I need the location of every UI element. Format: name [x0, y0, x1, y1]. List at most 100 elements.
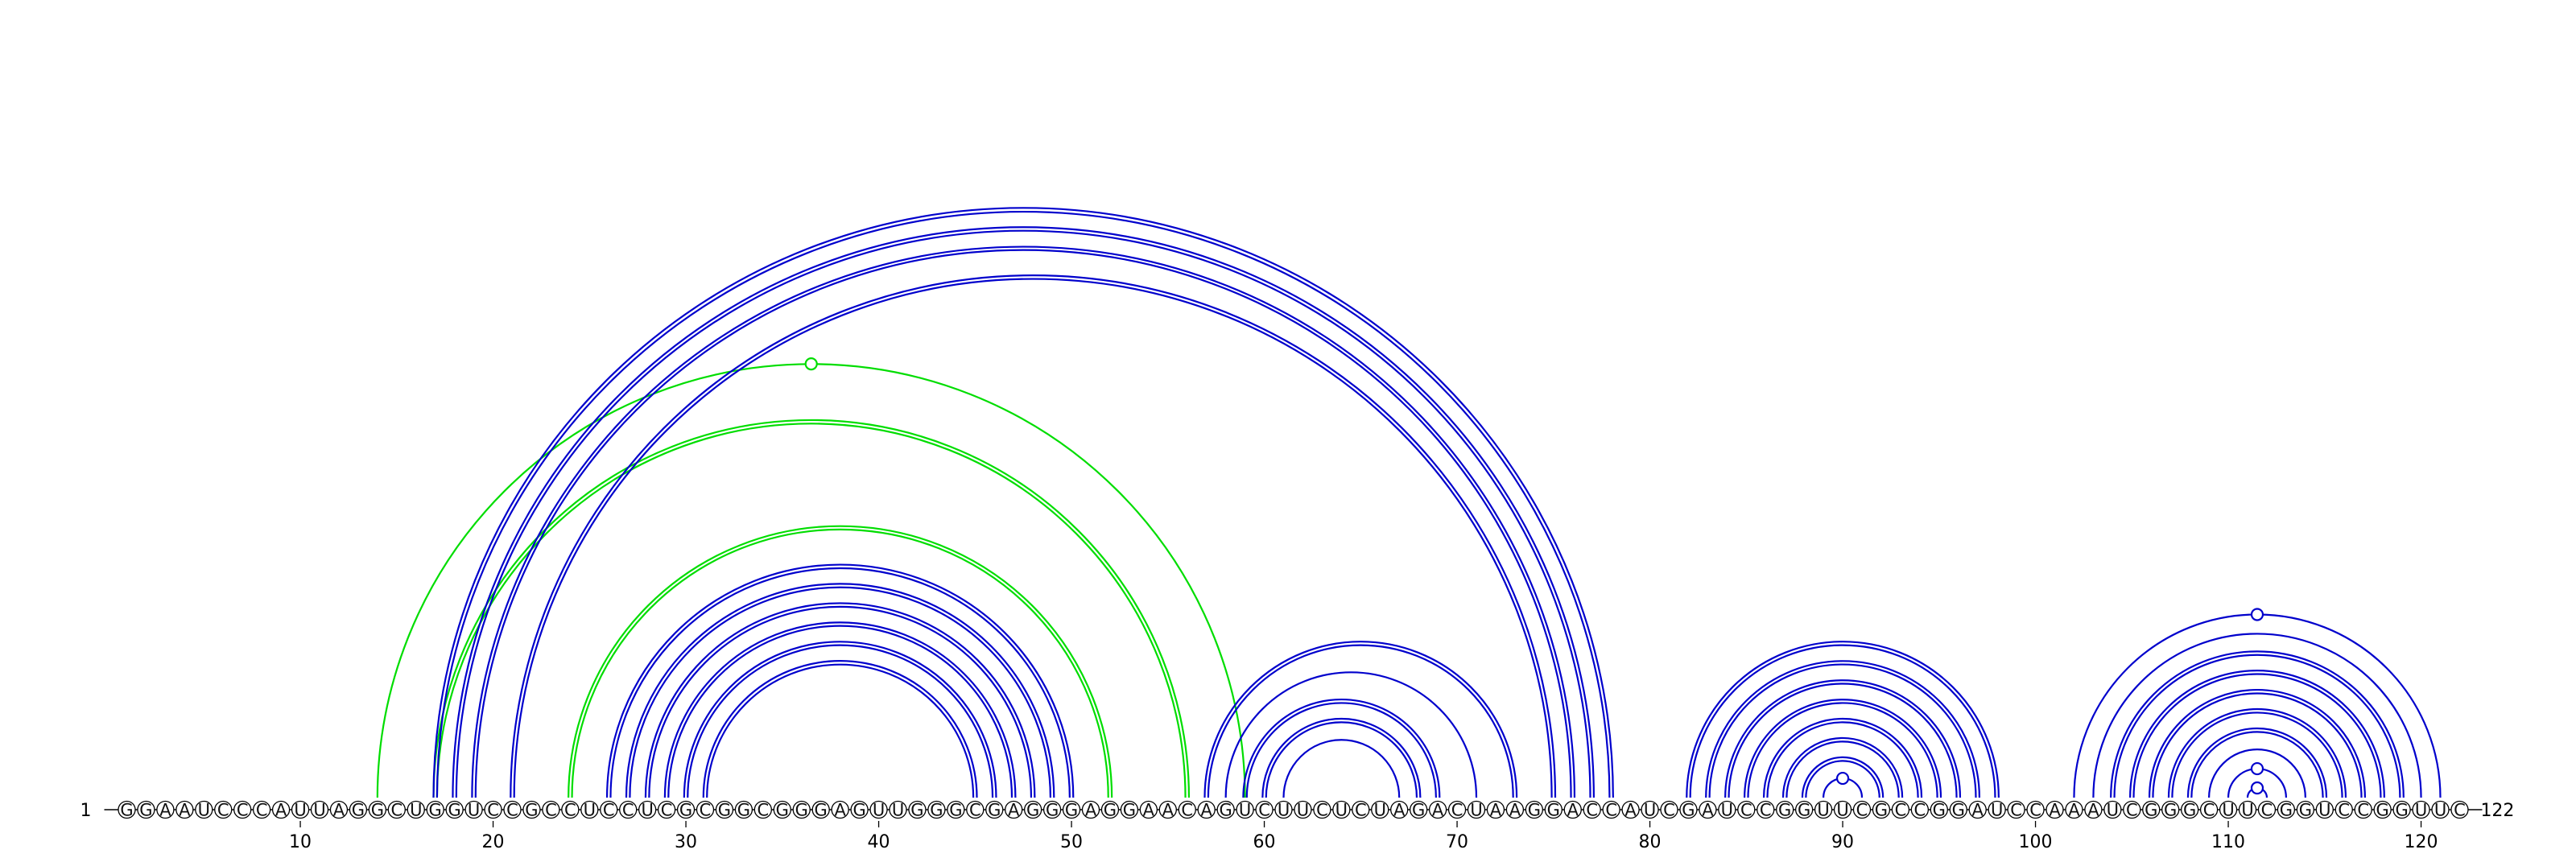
arc-105-118 [2129, 670, 2385, 798]
nucleotide-29: C [657, 801, 676, 820]
nucleotide-56: C [1178, 801, 1196, 820]
svg-text:U: U [1470, 801, 1482, 820]
svg-text:A: A [2068, 801, 2080, 820]
nucleotide-100: C [2026, 801, 2045, 820]
svg-text:G: G [525, 801, 538, 820]
svg-text:A: A [1490, 801, 1502, 820]
svg-text:G: G [1123, 801, 1136, 820]
svg-text:C: C [1856, 801, 1868, 820]
arc-84-96 [1724, 679, 1962, 798]
svg-text:G: G [737, 801, 750, 820]
svg-text:C: C [217, 801, 229, 820]
svg-text:U: U [2318, 801, 2330, 820]
axis-tick-label: 110 [2211, 832, 2245, 852]
svg-text:G: G [448, 801, 461, 820]
nucleotide-96: G [1949, 801, 1967, 820]
svg-text:C: C [256, 801, 268, 820]
svg-text:C: C [487, 801, 499, 820]
nucleotide-80: U [1641, 801, 1659, 820]
arc-14-59 [376, 363, 1246, 798]
svg-text:U: U [2107, 801, 2119, 820]
svg-text:A: A [1702, 801, 1714, 820]
arc-apex-marker [1835, 771, 1850, 786]
nucleotide-5: U [195, 801, 213, 820]
svg-text:A: A [1393, 801, 1406, 820]
nucleotide-61: U [1274, 801, 1293, 820]
nucleotide-57: A [1197, 801, 1216, 820]
nucleotide-90: U [1833, 801, 1852, 820]
axis-tick-label: 90 [1831, 832, 1854, 852]
nucleotide-51: A [1081, 801, 1100, 820]
nucleotide-20: C [484, 801, 502, 820]
arc-26-50 [605, 563, 1075, 798]
nucleotide-77: C [1583, 801, 1601, 820]
nucleotide-24: C [561, 801, 580, 820]
nucleotide-39: G [850, 801, 869, 820]
arc-86-94 [1762, 717, 1923, 798]
nucleotide-35: G [773, 801, 791, 820]
svg-text:G: G [1682, 801, 1695, 820]
nucleotide-9: A [271, 801, 291, 820]
nucleotide-89: U [1814, 801, 1833, 820]
svg-text:A: A [1085, 801, 1097, 820]
nucleotide-25: U [580, 801, 599, 820]
svg-text:C: C [237, 801, 249, 820]
nucleotide-117: C [2354, 801, 2372, 820]
arc-19-76 [471, 245, 1576, 798]
svg-text:C: C [2357, 801, 2369, 820]
svg-text:U: U [2241, 801, 2253, 820]
nucleotide-94: C [1910, 801, 1930, 820]
svg-text:G: G [1778, 801, 1791, 820]
svg-text:G: G [1875, 801, 1888, 820]
svg-text:U: U [294, 801, 306, 820]
svg-text:C: C [700, 801, 712, 820]
svg-text:U: U [892, 801, 904, 820]
nucleotide-4: A [175, 801, 194, 820]
arc-30-46 [683, 641, 997, 798]
nucleotide-65: C [1352, 801, 1370, 820]
svg-text:C: C [1181, 801, 1193, 820]
svg-text:U: U [1644, 801, 1656, 820]
svg-text:G: G [120, 801, 133, 820]
nucleotide-33: G [734, 801, 753, 820]
arc-27-49 [625, 583, 1055, 798]
nucleotide-70: C [1447, 801, 1467, 820]
svg-text:C: C [969, 801, 981, 820]
nucleotide-106: G [2142, 801, 2161, 820]
svg-text:C: C [1663, 801, 1675, 820]
svg-text:U: U [1721, 801, 1733, 820]
svg-text:A: A [1624, 801, 1637, 820]
arc-88-92 [1801, 756, 1885, 798]
svg-text:C: C [661, 801, 673, 820]
svg-text:G: G [429, 801, 442, 820]
nucleotide-79: A [1621, 801, 1640, 820]
svg-text:A: A [1008, 801, 1020, 820]
nucleotide-115: U [2315, 801, 2334, 820]
arc-60-68 [1261, 717, 1422, 798]
nucleotide-62: U [1294, 801, 1312, 820]
svg-text:C: C [390, 801, 402, 820]
nucleotide-68: G [1410, 801, 1428, 820]
svg-text:G: G [815, 801, 828, 820]
nucleotide-118: G [2373, 801, 2392, 820]
svg-text:U: U [2434, 801, 2446, 820]
nucleotide-28: U [638, 801, 657, 820]
nucleotide-11: U [310, 801, 329, 820]
svg-text:C: C [2454, 801, 2466, 820]
axis-tick-label: 50 [1060, 832, 1083, 852]
svg-text:G: G [1220, 801, 1232, 820]
nucleotide-14: G [368, 801, 387, 820]
nucleotide-121: U [2431, 801, 2450, 820]
svg-text:U: U [1991, 801, 2003, 820]
svg-text:A: A [2049, 801, 2061, 820]
nucleotide-119: G [2392, 801, 2411, 820]
nucleotide-22: G [522, 801, 541, 820]
svg-text:U: U [873, 801, 885, 820]
svg-text:G: G [1412, 801, 1425, 820]
nucleotide-21: C [503, 801, 522, 820]
nucleotide-87: G [1776, 801, 1794, 820]
svg-text:G: G [2145, 801, 2157, 820]
axis-tick-label: 100 [2019, 832, 2053, 852]
axis-tick-label: 40 [868, 832, 890, 852]
